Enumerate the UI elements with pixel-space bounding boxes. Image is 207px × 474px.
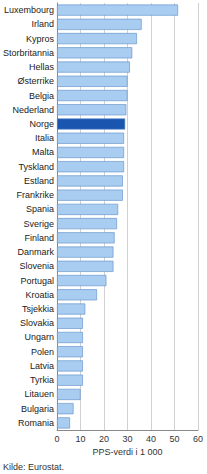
svg-text:Tyskland: Tyskland: [18, 162, 54, 172]
svg-text:Irland: Irland: [32, 19, 55, 29]
svg-text:50: 50: [169, 434, 179, 444]
svg-text:60: 60: [193, 434, 203, 444]
svg-text:Malta: Malta: [32, 147, 54, 157]
svg-text:Spania: Spania: [26, 204, 54, 214]
svg-text:Finland: Finland: [24, 233, 54, 243]
svg-text:Estland: Estland: [24, 176, 54, 186]
svg-text:Slovenia: Slovenia: [19, 261, 54, 271]
svg-text:Bulgaria: Bulgaria: [21, 404, 54, 414]
svg-text:Kypros: Kypros: [26, 34, 55, 44]
svg-text:Latvia: Latvia: [30, 361, 54, 371]
svg-text:Litauen: Litauen: [24, 389, 54, 399]
svg-text:0: 0: [55, 434, 60, 444]
svg-text:Belgia: Belgia: [29, 91, 54, 101]
svg-text:Frankrike: Frankrike: [17, 190, 55, 200]
svg-text:Kilde: Eurostat.: Kilde: Eurostat.: [3, 462, 64, 472]
svg-text:Sverige: Sverige: [24, 219, 55, 229]
svg-text:40: 40: [146, 434, 156, 444]
svg-text:Ungarn: Ungarn: [24, 332, 54, 342]
svg-text:Portugal: Portugal: [20, 276, 54, 286]
svg-text:Slovakia: Slovakia: [20, 318, 54, 328]
svg-text:Tyrkia: Tyrkia: [30, 375, 54, 385]
svg-text:Østerrike: Østerrike: [18, 76, 55, 86]
svg-text:20: 20: [99, 434, 109, 444]
svg-text:Norge: Norge: [30, 119, 55, 129]
svg-text:Polen: Polen: [31, 347, 54, 357]
svg-text:Nederland: Nederland: [12, 105, 54, 115]
svg-text:Luxembourg: Luxembourg: [4, 5, 54, 15]
svg-text:Storbritannia: Storbritannia: [3, 48, 54, 58]
svg-text:Danmark: Danmark: [18, 247, 55, 257]
svg-text:Kroatia: Kroatia: [25, 290, 54, 300]
svg-text:Italia: Italia: [35, 133, 54, 143]
svg-text:Tsjekkia: Tsjekkia: [22, 304, 54, 314]
svg-text:Hellas: Hellas: [29, 62, 55, 72]
svg-text:10: 10: [76, 434, 86, 444]
svg-text:Romania: Romania: [18, 418, 54, 428]
svg-text:PPS-verdi i 1 000: PPS-verdi i 1 000: [92, 447, 162, 457]
svg-text:30: 30: [123, 434, 133, 444]
